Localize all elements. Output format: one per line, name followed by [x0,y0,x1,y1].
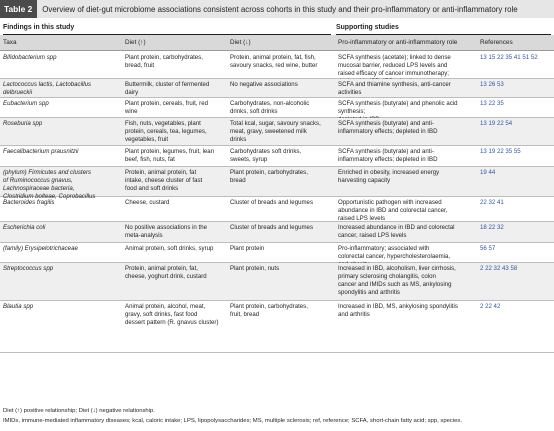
table-row: Roseburia spp Fish, nuts, vegetables, pla… [0,118,554,146]
taxa-cell: Bacteroides fragilis [3,199,55,206]
table-row: (family) Erysipelotrichaceae Animal prote… [0,243,554,268]
footnote-abbreviations: IMIDs, immune-mediated inflammatory dise… [3,418,462,424]
diet-down-cell: Cluster of breads and legumes [230,199,313,206]
diet-down-cell: Plant protein, nuts [230,265,280,272]
table-title-bar: Table 2 Overview of diet-gut microbiome … [0,0,554,18]
taxa-cell: (family) Erysipelotrichaceae [3,245,78,252]
diet-up-cell: Animal protein, soft drinks, syrup [125,245,214,252]
diet-up-cell: Plant protein, legumes, fruit, lean beef… [125,148,215,164]
role-cell: Opportunistic pathogen with increased ab… [338,199,448,223]
role-cell: SCFA synthesis (butyrate) and anti- infl… [338,148,438,164]
taxa-cell: (phylum) Firmicutes and clusters of Rumi… [3,169,96,201]
column-header-role: Pro-inflammatory or anti-inflammatory ro… [335,35,477,51]
references-cell[interactable]: 2 22 42 [480,303,501,310]
references-cell[interactable]: 13 19 22 54 [480,120,513,127]
diet-up-cell: Cheese, custard [125,199,170,206]
references-cell[interactable]: 13 26 53 [480,81,504,88]
taxa-cell: Escherichia coli [3,224,46,231]
diet-up-cell: Plant protein, cereals, fruit, red wine [125,100,208,116]
diet-up-cell: Fish, nuts, vegetables, plant protein, c… [125,120,207,144]
references-cell[interactable]: 13 22 35 [480,100,504,107]
references-cell[interactable]: 56 57 [480,245,496,252]
diet-down-cell: Total kcal, sugar, savoury snacks, meat,… [230,120,321,144]
table-row: Eubacterium spp Plant protein, cereals, f… [0,98,554,123]
role-cell: Enriched in obesity, increased energy ha… [338,169,440,185]
diet-up-cell: Plant protein, carbohydrates, bread, fru… [125,54,203,70]
diet-up-cell: Protein, animal protein, fat intake, che… [125,169,203,193]
references-cell[interactable]: 22 32 41 [480,199,504,206]
table-row: (phylum) Firmicutes and clusters of Rumi… [0,167,554,200]
findings-group-header: Findings in this study [3,22,331,35]
table-row: Blautia spp Animal protein, alcohol, meat… [0,301,554,353]
references-cell[interactable]: 18 22 32 [480,224,504,231]
column-header-references: References [477,35,554,51]
diet-up-cell: Buttermilk, cluster of fermented dairy [125,81,210,97]
taxa-cell: Roseburia spp [3,120,43,127]
diet-down-cell: Protein, animal protein, fat, fish, savo… [230,54,318,70]
table-row: Bacteroides fragilis Cheese, custard Clust… [0,197,554,222]
taxa-cell: Lactococcus lactis, Lactobacillus delbru… [3,81,92,97]
diet-down-cell: No negative associations [230,81,298,88]
column-header-diet-down: Diet (↓) [227,35,335,51]
table-row: Lactococcus lactis, Lactobacillus delbru… [0,79,554,98]
references-cell[interactable]: 19 44 [480,169,496,176]
table-caption: Overview of diet-gut microbiome associat… [42,4,518,14]
column-header-taxa: Taxa [0,35,122,51]
diet-down-cell: Plant protein [230,245,265,252]
supporting-group-header: Supporting studies [336,22,551,35]
diet-down-cell: Carbohydrates soft drinks, sweets, syrup [230,148,302,164]
role-cell: Increased in IBD, alcoholism, liver cirr… [338,265,456,297]
diet-up-cell: Animal protein, alcohol, meat, gravy, so… [125,303,219,327]
table-label: Table 2 [0,0,38,18]
role-cell: Increased abundance in IBD and colorecta… [338,224,455,240]
role-cell: Increased in IBD, MS, ankylosing spondyl… [338,303,458,319]
references-cell[interactable]: 13 15 22 35 41 51 52 [480,54,538,61]
diet-down-cell: Cluster of breads and legumes [230,224,313,231]
diet-down-cell: Plant protein, carbohydrates, fruit, bre… [230,303,308,319]
diet-up-cell: No positive associations in the meta-ana… [125,224,207,240]
taxa-cell: Streptococcus spp [3,265,54,272]
table-row: Escherichia coli No positive associations… [0,222,554,243]
table-row: Streptococcus spp Protein, animal protein… [0,263,554,301]
taxa-cell: Eubacterium spp [3,100,49,107]
table-row: Bifidobacterium spp Plant protein, carboh… [0,52,554,85]
role-cell: SCFA synthesis (butyrate) and anti- infl… [338,120,438,136]
table-row: Faecalibacterium prausnitzii Plant protei… [0,146,554,167]
taxa-cell: Bifidobacterium spp [3,54,57,61]
references-cell[interactable]: 2 22 32 43 58 [480,265,518,272]
diet-down-cell: Plant protein, carbohydrates, bread [230,169,308,185]
column-header-diet-up: Diet (↑) [122,35,227,51]
footnote-diet-legend: Diet (↑) positive relationship; Diet (↓)… [3,408,155,414]
references-cell[interactable]: 13 19 22 35 55 [480,148,521,155]
diet-down-cell: Carbohydrates, non-alcoholic drinks, sof… [230,100,310,116]
table-footnotes: Diet (↑) positive relationship; Diet (↓)… [3,406,551,426]
role-cell: SCFA and thiamine synthesis, anti-cancer… [338,81,451,97]
taxa-cell: Blautia spp [3,303,34,310]
diet-up-cell: Protein, animal protein, fat, cheese, yo… [125,265,207,281]
taxa-cell: Faecalibacterium prausnitzii [3,148,79,155]
